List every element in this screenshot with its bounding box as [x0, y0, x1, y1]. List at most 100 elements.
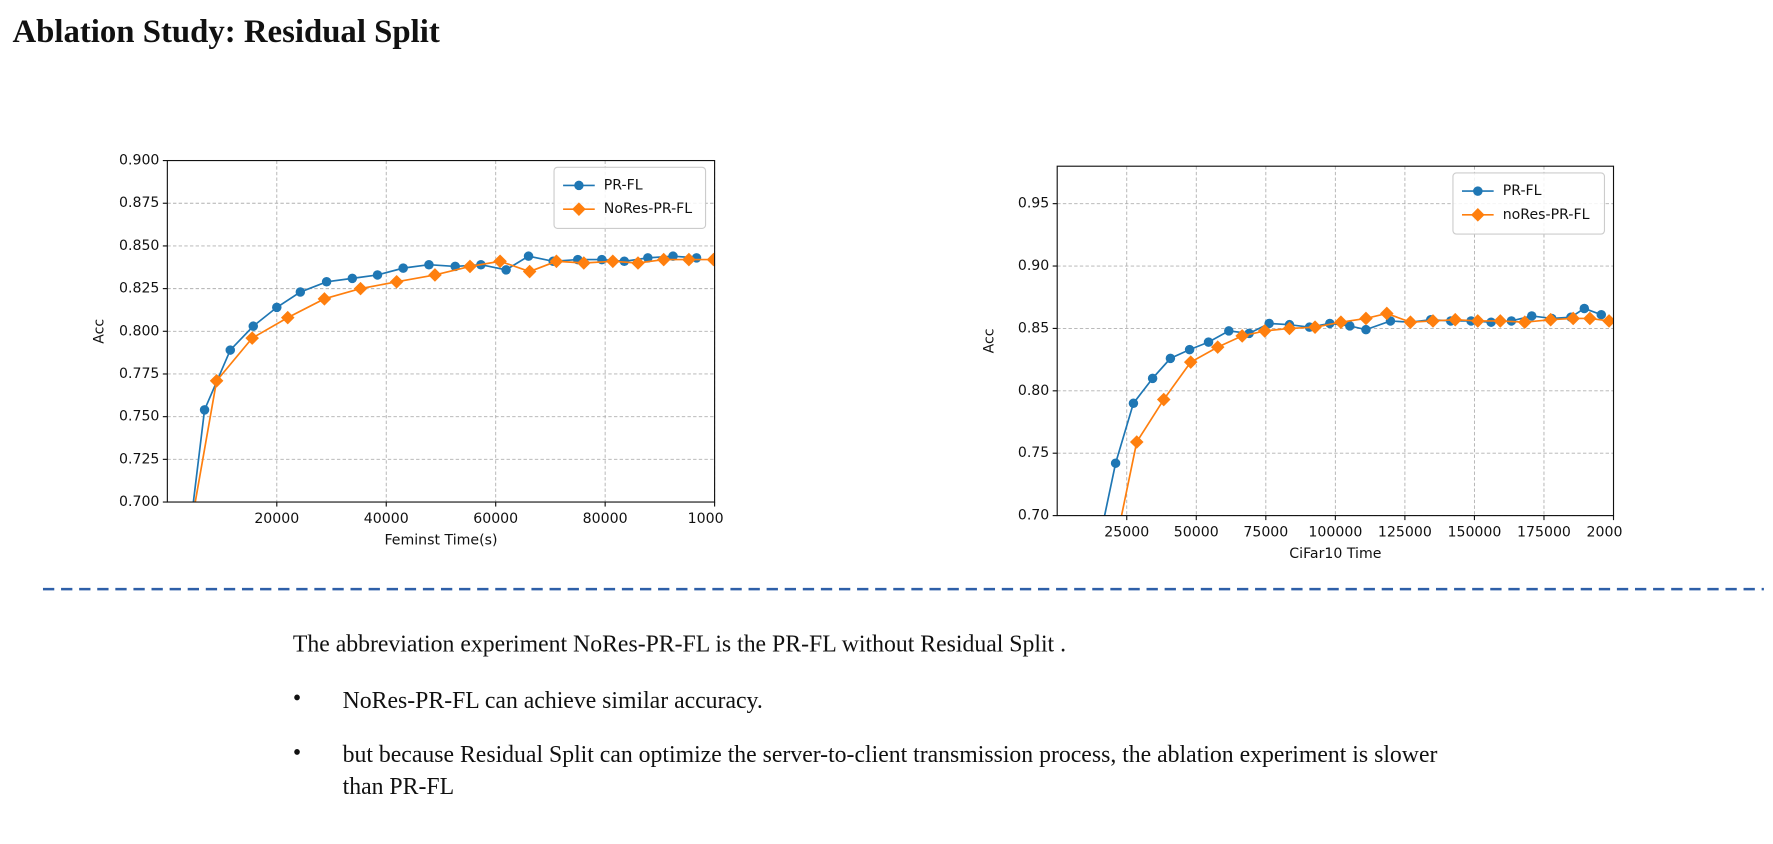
- marker: [501, 265, 511, 275]
- y-tick-label: 0.95: [1018, 196, 1049, 212]
- plot-area: [184, 251, 715, 540]
- bullet-text: but because Residual Split can optimize …: [342, 740, 1438, 800]
- legend-label: PR-FL: [604, 177, 643, 193]
- marker: [295, 287, 306, 297]
- marker: [1184, 344, 1195, 355]
- marker: [424, 259, 434, 270]
- tick-labels: 0.70 0.75 0.80 0.85 0.90 0.95 25000 50000 75000 1…: [1018, 196, 1641, 541]
- legend: PR-FL NoRes-PR-FL: [553, 166, 707, 229]
- marker: [643, 253, 653, 263]
- y-tick-label: 0.825: [119, 281, 159, 297]
- y-axis-label: Acc: [92, 319, 108, 344]
- chart: 0.70 0.75 0.80 0.85 0.90 0.95 25000 50000 75000 1…: [981, 165, 1641, 562]
- series-line: [1120, 312, 1610, 516]
- marker: [389, 274, 404, 289]
- legend-label: PR-FL: [1503, 183, 1542, 199]
- bullet-dot: •: [292, 684, 302, 712]
- legend-label: noRes-PR-FL: [1503, 207, 1590, 223]
- x-tick-label: 60000: [473, 511, 518, 527]
- marker: [463, 259, 477, 274]
- y-tick-label: 0.900: [119, 153, 159, 169]
- marker: [572, 202, 586, 216]
- y-tick-label: 0.850: [119, 238, 159, 254]
- plot-frame: [1056, 165, 1615, 517]
- marker: [1257, 324, 1272, 338]
- x-tick-label: 25000: [1104, 525, 1149, 541]
- y-tick-label: 0.750: [119, 409, 159, 425]
- tick-labels: 0.700 0.725 0.750 0.775 0.800 0.825 0.850 0.875…: [119, 153, 742, 527]
- marker: [428, 268, 442, 282]
- marker: [1526, 311, 1537, 321]
- legend-box: [1452, 172, 1606, 235]
- marker: [1380, 306, 1394, 321]
- x-tick-label: 100000: [688, 511, 742, 527]
- marker: [1602, 314, 1614, 328]
- y-tick-label: 0.775: [119, 366, 159, 382]
- marker: [1470, 314, 1485, 328]
- marker: [523, 251, 534, 261]
- marker: [1264, 318, 1274, 329]
- y-tick-label: 0.70: [1018, 508, 1049, 524]
- marker: [199, 405, 210, 415]
- y-tick-label: 0.725: [119, 451, 159, 467]
- marker: [353, 281, 368, 296]
- marker: [1345, 321, 1355, 331]
- marker: [1596, 309, 1607, 320]
- x-axis-label: CiFar10 Time: [1289, 546, 1381, 562]
- series-line: [192, 255, 697, 503]
- marker: [574, 180, 584, 191]
- bullet-text: NoRes-PR-FL can achieve similar accuracy…: [342, 686, 763, 714]
- marker: [1183, 355, 1198, 369]
- marker: [1110, 458, 1121, 468]
- x-tick-label: 20000: [254, 511, 299, 527]
- bullet-dot: •: [292, 738, 302, 766]
- marker: [606, 254, 620, 269]
- marker: [1156, 392, 1171, 407]
- marker: [706, 252, 715, 267]
- marker: [549, 254, 564, 269]
- plot-area: [1103, 303, 1614, 516]
- x-axis-label: Feminst Time(s): [384, 532, 497, 548]
- marker: [1403, 315, 1418, 329]
- marker: [522, 264, 537, 279]
- x-tick-label: 80000: [583, 511, 628, 527]
- x-tick-label: 200000: [1587, 525, 1641, 541]
- marker: [1486, 317, 1496, 327]
- marker: [1583, 311, 1597, 326]
- marker: [209, 374, 224, 388]
- marker: [347, 273, 358, 284]
- marker: [1224, 326, 1234, 336]
- marker: [1128, 398, 1139, 409]
- series-line: [1103, 307, 1602, 516]
- marker: [1361, 324, 1371, 335]
- x-tick-label: 125000: [1378, 525, 1432, 541]
- y-tick-label: 0.700: [119, 494, 159, 510]
- marker: [1566, 311, 1580, 326]
- marker: [248, 321, 259, 331]
- legend-box: [553, 166, 707, 229]
- y-tick-label: 0.85: [1018, 320, 1049, 336]
- marker: [317, 292, 332, 306]
- slide-title: Ablation Study: Residual Split: [12, 13, 440, 50]
- x-tick-label: 50000: [1174, 525, 1219, 541]
- bullet: • NoRes-PR-FL can achieve similar accurac…: [293, 684, 1492, 716]
- x-tick-label: 100000: [1308, 525, 1362, 541]
- plot-frame: [166, 159, 716, 503]
- x-tick-label: 40000: [364, 511, 409, 527]
- chart: 0.700 0.725 0.750 0.775 0.800 0.825 0.850 0.875…: [92, 153, 742, 549]
- x-tick-label: 175000: [1517, 525, 1571, 541]
- legend-label: NoRes-PR-FL: [604, 201, 693, 217]
- bullet: • but because Residual Split can optimize…: [293, 738, 1492, 801]
- intro-text: The abbreviation experiment NoRes-PR-FL …: [292, 629, 1067, 657]
- marker: [1203, 337, 1214, 347]
- marker: [184, 531, 193, 540]
- x-tick-label: 150000: [1447, 525, 1501, 541]
- legend: PR-FL noRes-PR-FL: [1452, 172, 1606, 235]
- marker: [493, 254, 507, 269]
- y-tick-label: 0.75: [1018, 445, 1049, 461]
- marker: [1359, 311, 1373, 326]
- marker: [1543, 312, 1558, 327]
